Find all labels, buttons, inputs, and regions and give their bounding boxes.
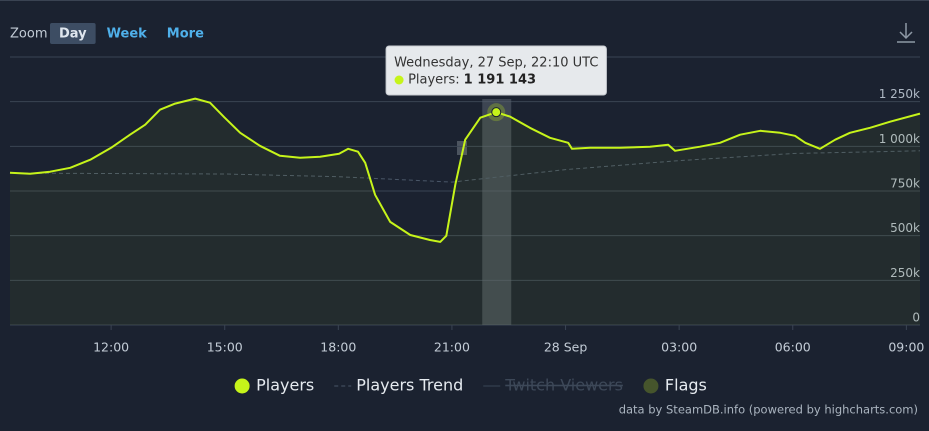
tooltip-header: Wednesday, 27 Sep, 22:10 UTC (394, 56, 598, 71)
line (9, 97, 921, 243)
legend: Players Players Trend Twitch Viewers Flags (234, 376, 707, 395)
tooltip: Wednesday, 27 Sep, 22:10 UTC Players: 1 19… (385, 45, 607, 96)
area (10, 98, 920, 325)
tooltip-box (385, 45, 607, 96)
line (9, 150, 921, 183)
y-tick-label: 1 000k (879, 132, 920, 146)
zoom-button-label[interactable]: More (167, 27, 204, 42)
x-tick-label: 09:00 (888, 340, 924, 355)
top-border (0, 0, 929, 1)
legend-item[interactable]: Flags (643, 376, 707, 395)
x-tick-label: 28 Sep (544, 340, 588, 355)
x-tick-label: 18:00 (320, 340, 356, 355)
x-tick-label: 21:00 (434, 340, 470, 355)
legend-item[interactable]: Twitch Viewers (483, 376, 623, 395)
hover-band (482, 99, 512, 325)
y-tick-label: 1 250k (879, 87, 920, 101)
zoom-button[interactable]: Week (98, 23, 156, 44)
legend-symbol (643, 378, 659, 394)
tooltip-value: 1 191 143 (464, 73, 536, 88)
legend-label[interactable]: Players Trend (356, 376, 463, 395)
credits: data by SteamDB.info (powered by highcha… (619, 403, 918, 417)
y-tick-label: 250k (890, 266, 920, 280)
x-tick-label: 06:00 (775, 340, 811, 355)
y-tick-label: 0 (912, 311, 920, 325)
tooltip-label: Players: (408, 73, 460, 88)
download-icon[interactable] (897, 23, 915, 43)
y-tick-label: 500k (890, 221, 920, 235)
legend-item[interactable]: Players (234, 376, 315, 395)
zoom-label: Zoom (10, 27, 47, 42)
legend-label[interactable]: Players (256, 376, 314, 395)
x-tick-label: 15:00 (207, 340, 243, 355)
zoom-button[interactable]: Day (50, 23, 96, 44)
zoom-button-bg (50, 23, 96, 44)
x-tick-label: 12:00 (93, 340, 129, 355)
legend-label[interactable]: Flags (665, 376, 707, 395)
y-tick-label: 750k (890, 177, 920, 191)
zoom-button-label[interactable]: Day (59, 27, 87, 42)
flag-marker (457, 141, 467, 155)
tooltip-dot (394, 75, 404, 85)
zoom-button-label[interactable]: Week (107, 27, 148, 42)
hover-point (491, 107, 502, 118)
legend-label[interactable]: Twitch Viewers (504, 376, 623, 395)
x-tick-label: 03:00 (661, 340, 697, 355)
legend-symbol (234, 378, 250, 394)
legend-item[interactable]: Players Trend (334, 376, 463, 395)
zoom-button[interactable]: More (158, 23, 213, 44)
